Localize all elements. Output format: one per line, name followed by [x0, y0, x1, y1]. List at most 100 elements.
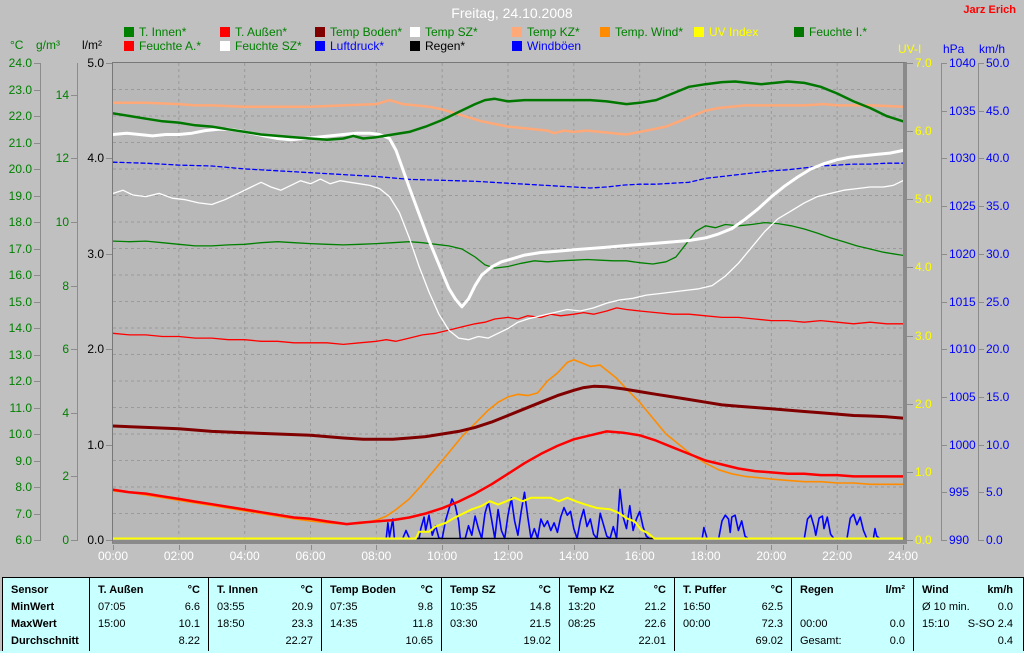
axis-tickmark-uv [907, 267, 913, 268]
series-feuchte_sz [113, 178, 903, 341]
max-value: 10.1 [178, 617, 200, 630]
axis-tick-label-gm3: 14 [55, 87, 69, 102]
max-value: 22.6 [644, 617, 666, 630]
time-tick-label: 24:00 [887, 549, 919, 563]
axis-unit-lm2: l/m² [82, 38, 102, 52]
sensor-unit: °C [770, 583, 783, 596]
axis-tickmark-c [34, 355, 40, 356]
axis-tick-label-uv: 7.0 [915, 56, 932, 70]
avg-value: 0.0 [889, 634, 905, 647]
axis-tickmark-kmh [978, 206, 984, 207]
axis-tickmark-uv [907, 199, 913, 200]
sensor-unit: °C [653, 583, 666, 596]
max-value: 21.5 [529, 617, 551, 630]
axis-tick-label-kmh: 35.0 [986, 199, 1010, 214]
axis-tickmark-lm2 [106, 254, 112, 255]
min-value: 9.8 [417, 600, 433, 613]
axis-tick-label-kmh: 10.0 [986, 437, 1010, 452]
axis-tick-label-c: 9.0 [15, 453, 32, 468]
table-row: 15:10 S-SO 2.4 [914, 615, 1021, 632]
plot-area [112, 62, 907, 544]
time-tickmark [640, 545, 641, 550]
table-row: 07:35 9.8 [322, 598, 441, 615]
table-row: Wind km/h [914, 581, 1021, 598]
table-row: 10.65 [322, 632, 441, 649]
min-value: 0.0 [997, 600, 1013, 613]
axis-tick-label-uv: 5.0 [915, 192, 932, 207]
max-value: 0.0 [889, 617, 905, 630]
table-row: T. Innen °C [209, 581, 321, 598]
table-row: 10:35 14.8 [442, 598, 559, 615]
sensor-name: T. Innen [217, 583, 258, 596]
legend-label-t-au-en: T. Außen* [235, 25, 288, 39]
table-row: 07:05 6.6 [90, 598, 208, 615]
axis-tick-label-c: 15.0 [8, 294, 32, 309]
table-row: 8.22 [90, 632, 208, 649]
axis-unit-uv: UV-I [898, 42, 922, 56]
axis-tickmark-kmh [978, 158, 984, 159]
time-tick-label: 18:00 [690, 549, 721, 563]
row-label: MaxWert [11, 617, 57, 630]
axis-tick-label-c: 23.0 [8, 82, 32, 97]
axis-tickmark-uv [907, 63, 913, 64]
axis-tick-label-c: 11.0 [9, 400, 32, 415]
avg-label: Gesamt: [800, 634, 842, 647]
axis-tick-label-kmh: 20.0 [986, 342, 1010, 357]
min-time: 16:50 [683, 600, 711, 613]
axis-tick-label-kmh: 40.0 [986, 151, 1010, 166]
legend-swatch-temp-wind [600, 27, 610, 37]
axis-tickmark-hpa [941, 349, 947, 350]
table-row: Temp Boden °C [322, 581, 441, 598]
axis-tick-label-hpa: 1020 [949, 246, 976, 261]
legend-label-uv-index: UV Index [709, 25, 759, 39]
axis-tick-label-c: 17.0 [8, 241, 32, 256]
sensor-name: T. Außen [98, 583, 144, 596]
row-label: Durchschnitt [11, 634, 79, 647]
axis-tick-label-hpa: 1030 [949, 151, 976, 166]
axis-tickmark-hpa [941, 540, 947, 541]
time-tickmark [376, 545, 377, 550]
axis-tickmark-lm2 [106, 349, 112, 350]
legend-swatch-temp-sz [410, 27, 420, 37]
axis-tickmark-c [34, 222, 40, 223]
table-col-temp-kz: Temp KZ °C 13:20 21.2 08:25 22.6 22.01 [559, 578, 674, 651]
axis-tick-label-hpa: 1005 [949, 389, 976, 404]
axis-tickmark-c [34, 434, 40, 435]
axis-tick-label-c: 10.0 [8, 427, 32, 441]
axis-tick-label-gm3: 2 [62, 469, 69, 484]
axis-tickmark-uv [907, 472, 913, 473]
axis-tickmark-hpa [941, 254, 947, 255]
legend-label-temp-sz: Temp SZ* [425, 25, 478, 39]
axis-tick-label-gm3: 6 [62, 342, 69, 357]
axis-tickmark-kmh [978, 349, 984, 350]
table-col-row-labels: Sensor MinWert MaxWert Durchschnitt [3, 578, 89, 651]
max-time: 00:00 [683, 617, 711, 630]
time-tickmark [245, 545, 246, 550]
chart-canvas [113, 63, 903, 540]
axis-tickmark-lm2 [106, 540, 112, 541]
legend-swatch-temp-kz [512, 27, 522, 37]
axis-tick-label-kmh: 5.0 [986, 485, 1003, 500]
max-value: S-SO 2.4 [967, 617, 1013, 630]
series-t_aussen [113, 430, 903, 526]
axis-tick-label-c: 7.0 [15, 506, 32, 521]
axis-tick-label-c: 12.0 [8, 374, 32, 388]
axis-tickmark-hpa [941, 63, 947, 64]
axis-tickmark-gm3 [71, 349, 77, 350]
min-time: 10:35 [450, 600, 478, 613]
legend-swatch-regen [410, 41, 420, 51]
table-row: 15:00 10.1 [90, 615, 208, 632]
time-tick-label: 14:00 [558, 549, 589, 563]
max-time: 15:00 [98, 617, 126, 630]
axis-tickmark-c [34, 514, 40, 515]
legend-swatch-luftdruck [315, 41, 325, 51]
axis-tickmark-gm3 [71, 476, 77, 477]
sensor-name: Regen [800, 583, 834, 596]
time-tickmark [311, 545, 312, 550]
max-time: 03:30 [450, 617, 478, 630]
min-value: 21.2 [644, 600, 666, 613]
axis-tickmark-c [34, 90, 40, 91]
axis-tick-label-uv: 4.0 [915, 260, 932, 275]
axis-tick-label-uv: 0.0 [915, 533, 932, 547]
table-row: 14:35 11.8 [322, 615, 441, 632]
